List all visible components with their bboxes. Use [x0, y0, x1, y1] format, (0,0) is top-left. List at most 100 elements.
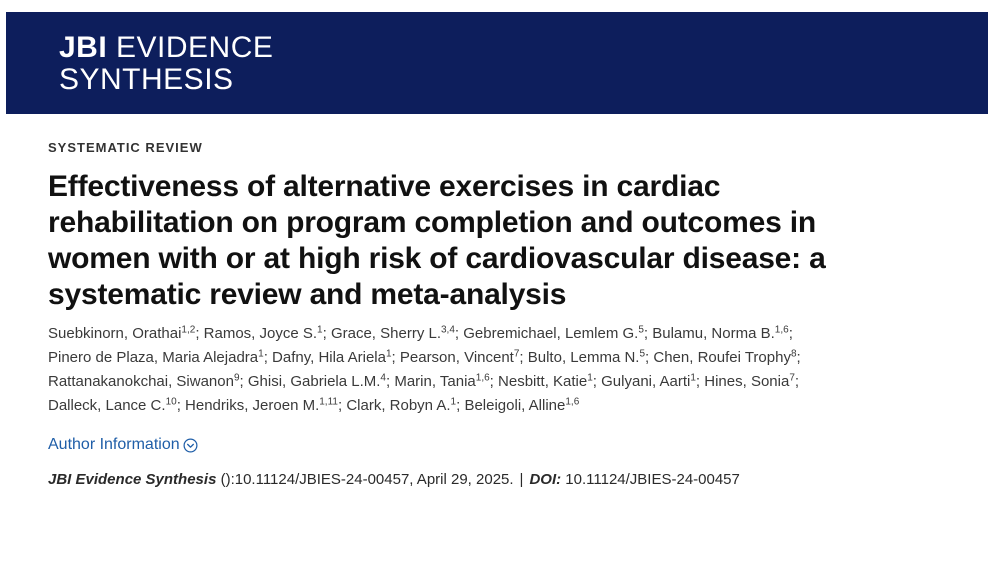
author-name[interactable]: Ghisi, Gabriela L.M.4	[248, 373, 386, 390]
author-name-text: Rattanakanokchai, Siwanon	[48, 373, 234, 390]
author-separator: ;	[322, 325, 331, 342]
author-name-text: Hendriks, Jeroen M.	[185, 397, 320, 414]
author-name[interactable]: Ramos, Joyce S.1	[204, 325, 323, 342]
citation-details: ():10.11124/JBIES-24-00457, April 29, 20…	[216, 471, 514, 488]
title-line: women with or at high risk of cardiovasc…	[48, 242, 826, 275]
logo-line-1: JBI EVIDENCE	[59, 32, 273, 64]
author-affiliation-number: 1,11	[319, 396, 338, 408]
author-name[interactable]: Suebkinorn, Orathai1,2	[48, 325, 195, 342]
author-name-text: Suebkinorn, Orathai	[48, 325, 182, 342]
author-name-text: Marin, Tania	[394, 373, 476, 390]
author-separator: ;	[794, 373, 800, 390]
author-affiliation-number: 1	[450, 396, 457, 408]
author-name-text: Dafny, Hila Ariela	[272, 349, 386, 366]
author-name[interactable]: Bulamu, Norma B.1,6	[652, 325, 788, 342]
author-affiliation-number: 5	[639, 348, 646, 360]
title-line: systematic review and meta-analysis	[48, 278, 567, 311]
article-title: Effectiveness of alternative exercises i…	[48, 169, 948, 313]
author-affiliation-number: 1	[587, 372, 593, 384]
author-name[interactable]: Hendriks, Jeroen M.1,11	[185, 397, 338, 414]
author-name[interactable]: Hines, Sonia7	[704, 373, 795, 390]
author-name-text: Beleigoli, Alline	[464, 397, 566, 414]
author-affiliation-number: 7	[513, 348, 520, 360]
author-separator: ;	[592, 373, 602, 390]
author-affiliation-number: 9	[233, 372, 240, 384]
author-name-text: Pinero de Plaza, Maria Alejadra	[48, 349, 259, 366]
author-separator: ;	[263, 349, 273, 366]
author-affiliation-number: 3,4	[441, 324, 455, 336]
title-line: Effectiveness of alternative exercises i…	[48, 170, 721, 203]
author-name[interactable]: Grace, Sherry L.3,4	[331, 325, 455, 342]
title-line: rehabilitation on program completion and…	[48, 206, 816, 239]
author-name-text: Chen, Roufei Trophy	[653, 349, 791, 366]
logo-evidence: EVIDENCE	[107, 31, 274, 64]
author-separator: ;	[788, 325, 793, 342]
chevron-down-circle-icon	[183, 438, 198, 452]
author-name-text: Hines, Sonia	[704, 373, 790, 390]
author-name[interactable]: Gebremichael, Lemlem G.5	[463, 325, 644, 342]
author-name-text: Dalleck, Lance C.	[48, 397, 166, 414]
author-affiliation-number: 1,6	[475, 372, 490, 384]
doi-label: DOI:	[529, 471, 562, 488]
author-affiliation-number: 7	[789, 372, 795, 384]
author-name-text: Ramos, Joyce S.	[203, 325, 318, 342]
citation-line: JBI Evidence Synthesis ():10.11124/JBIES…	[48, 471, 948, 488]
author-separator: ;	[239, 373, 248, 390]
author-separator: ;	[456, 397, 465, 414]
author-affiliation-number: 1	[690, 372, 696, 384]
author-name[interactable]: Clark, Robyn A.1	[346, 397, 456, 414]
author-line: Rattanakanokchai, Siwanon9; Ghisi, Gabri…	[48, 370, 948, 394]
author-name[interactable]: Pearson, Vincent7	[400, 349, 520, 366]
author-name-text: Bulamu, Norma B.	[652, 325, 775, 342]
author-separator: ;	[337, 397, 347, 414]
author-separator: ;	[454, 325, 464, 342]
author-name[interactable]: Dalleck, Lance C.10	[48, 397, 177, 414]
article-category: SYSTEMATIC REVIEW	[48, 140, 203, 155]
author-name[interactable]: Marin, Tania1,6	[394, 373, 489, 390]
author-affiliation-number: 1,2	[181, 324, 196, 336]
citation-separator: |	[519, 471, 524, 488]
author-affiliation-number: 5	[638, 324, 644, 336]
author-separator: ;	[645, 349, 654, 366]
author-name-text: Gulyani, Aarti	[601, 373, 691, 390]
author-name[interactable]: Dafny, Hila Ariela1	[272, 349, 392, 366]
author-name-text: Bulto, Lemma N.	[527, 349, 640, 366]
journal-header-banner: JBI EVIDENCE SYNTHESIS	[6, 12, 988, 114]
author-line: Suebkinorn, Orathai1,2; Ramos, Joyce S.1…	[48, 322, 948, 346]
author-line: Pinero de Plaza, Maria Alejadra1; Dafny,…	[48, 346, 948, 370]
author-separator: ;	[489, 373, 499, 390]
author-name[interactable]: Pinero de Plaza, Maria Alejadra1	[48, 349, 264, 366]
doi-value[interactable]: 10.11124/JBIES-24-00457	[561, 471, 740, 488]
author-separator: ;	[796, 349, 801, 366]
author-separator: ;	[643, 325, 653, 342]
author-name[interactable]: Bulto, Lemma N.5	[528, 349, 645, 366]
author-name-text: Ghisi, Gabriela L.M.	[247, 373, 381, 390]
author-separator: ;	[519, 349, 528, 366]
author-affiliation-number: 4	[380, 372, 386, 384]
author-name[interactable]: Rattanakanokchai, Siwanon9	[48, 373, 240, 390]
author-name-text: Clark, Robyn A.	[346, 397, 451, 414]
author-name[interactable]: Gulyani, Aarti1	[601, 373, 696, 390]
author-information-toggle[interactable]: Author Information	[48, 436, 198, 454]
author-list: Suebkinorn, Orathai1,2; Ramos, Joyce S.1…	[48, 322, 948, 418]
logo-jbi: JBI	[59, 31, 108, 64]
author-name-text: Gebremichael, Lemlem G.	[463, 325, 639, 342]
author-name[interactable]: Chen, Roufei Trophy8	[653, 349, 796, 366]
author-separator: ;	[695, 373, 705, 390]
author-line: Dalleck, Lance C.10; Hendriks, Jeroen M.…	[48, 394, 948, 418]
author-affiliation-number: 10	[165, 396, 177, 408]
author-separator: ;	[176, 397, 186, 414]
article-header: SYSTEMATIC REVIEW Effectiveness of alter…	[48, 140, 948, 488]
author-separator: ;	[195, 325, 204, 342]
author-affiliation-number: 1	[258, 348, 264, 360]
author-affiliation-number: 1	[385, 348, 392, 360]
logo-line-2: SYNTHESIS	[59, 63, 234, 96]
author-name[interactable]: Nesbitt, Katie1	[498, 373, 593, 390]
author-affiliation-number: 1	[317, 324, 323, 336]
citation-journal[interactable]: JBI Evidence Synthesis	[48, 471, 217, 488]
author-information-label: Author Information	[48, 436, 180, 453]
journal-logo[interactable]: JBI EVIDENCE SYNTHESIS	[59, 32, 273, 96]
author-affiliation-number: 1,6	[565, 396, 580, 408]
author-separator: ;	[385, 373, 395, 390]
author-name[interactable]: Beleigoli, Alline1,6	[464, 397, 579, 414]
